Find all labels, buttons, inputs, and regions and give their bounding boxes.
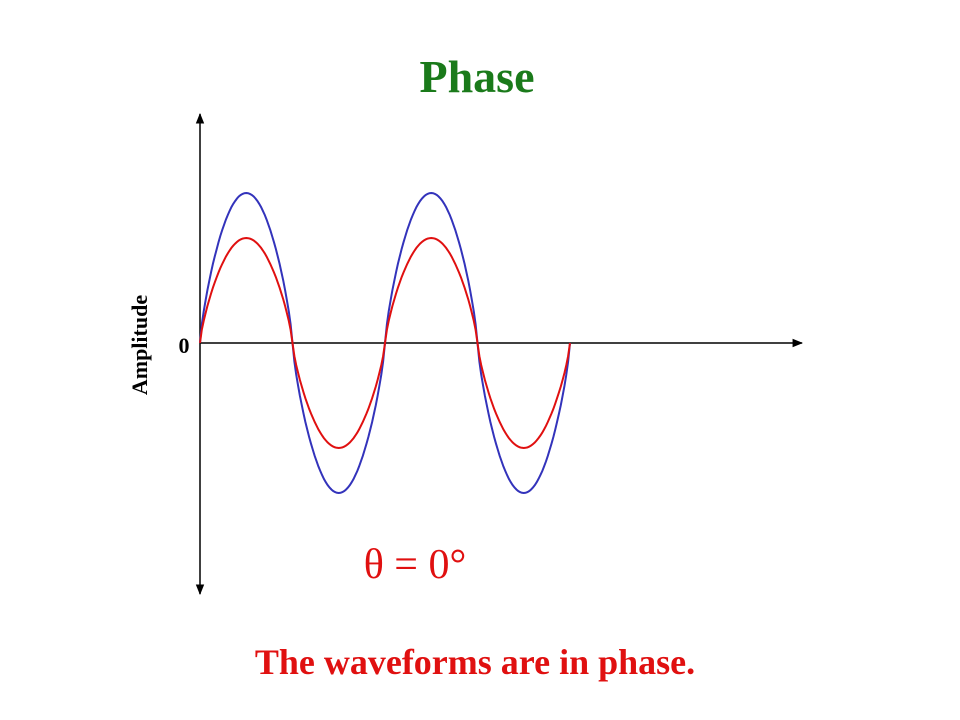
origin-label: 0 [179,333,190,358]
axis-label: Amplitude [127,295,152,395]
phase-label: θ = 0° [364,542,467,588]
waveform-red [199,236,571,450]
title: Phase [420,51,535,102]
caption: The waveforms are in phase. [255,642,695,682]
